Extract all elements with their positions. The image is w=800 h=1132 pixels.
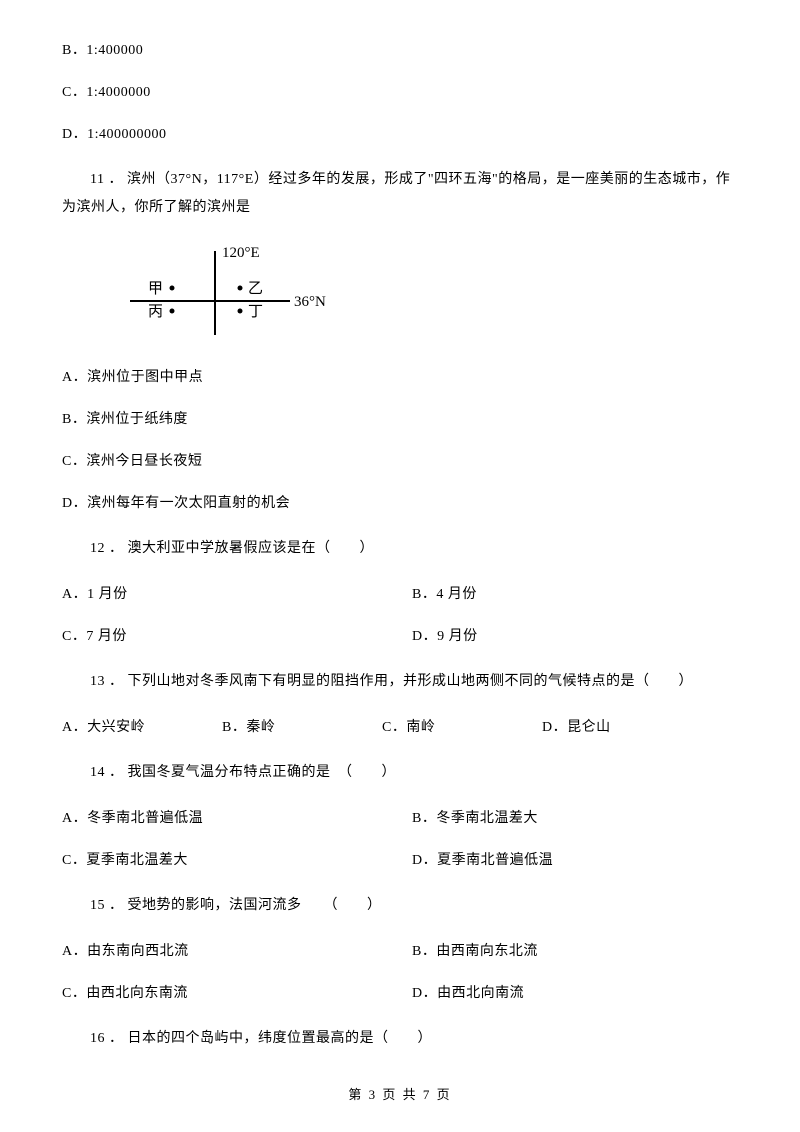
- q11-option-d[interactable]: D．滨州每年有一次太阳直射的机会: [62, 493, 738, 514]
- q14-option-b[interactable]: B．冬季南北温差大: [412, 808, 738, 829]
- page-footer: 第 3 页 共 7 页: [0, 1085, 800, 1105]
- q11-stem: 11 ． 滨州（37°N，117°E）经过多年的发展，形成了"四环五海"的格局，…: [62, 166, 738, 222]
- q10-option-d[interactable]: D．1:400000000: [62, 124, 738, 145]
- label-ding: 丁: [248, 304, 263, 320]
- q12-option-a[interactable]: A．1 月份: [62, 584, 412, 605]
- label-yi: 乙: [248, 281, 263, 297]
- q13-option-b[interactable]: B．秦岭: [222, 717, 382, 738]
- q14-option-a[interactable]: A．冬季南北普遍低温: [62, 808, 412, 829]
- q15-option-d[interactable]: D．由西北向南流: [412, 983, 738, 1004]
- q13-option-a[interactable]: A．大兴安岭: [62, 717, 222, 738]
- lon-label: 120°E: [222, 245, 260, 261]
- q14-option-c[interactable]: C．夏季南北温差大: [62, 850, 412, 871]
- q16-stem: 16 ． 日本的四个岛屿中，纬度位置最高的是（ ）: [62, 1025, 738, 1053]
- q11-option-b[interactable]: B．滨州位于纸纬度: [62, 409, 738, 430]
- q11-option-c[interactable]: C．滨州今日昼长夜短: [62, 451, 738, 472]
- q10-option-b[interactable]: B．1:400000: [62, 40, 738, 61]
- q14-option-d[interactable]: D．夏季南北普遍低温: [412, 850, 738, 871]
- q10-option-c[interactable]: C．1:4000000: [62, 82, 738, 103]
- q12-stem: 12 ． 澳大利亚中学放暑假应该是在（ ）: [62, 535, 738, 563]
- q11-diagram: 120°E 36°N 甲 丙 乙 丁: [120, 243, 738, 343]
- q15-option-a[interactable]: A．由东南向西北流: [62, 941, 412, 962]
- q12-option-b[interactable]: B．4 月份: [412, 584, 738, 605]
- q13-option-d[interactable]: D．昆仑山: [542, 717, 702, 738]
- q12-option-c[interactable]: C．7 月份: [62, 626, 412, 647]
- label-bing: 丙: [148, 304, 163, 320]
- q15-option-c[interactable]: C．由西北向东南流: [62, 983, 412, 1004]
- q12-option-d[interactable]: D．9 月份: [412, 626, 738, 647]
- q13-stem: 13 ． 下列山地对冬季风南下有明显的阻挡作用，并形成山地两侧不同的气候特点的是…: [62, 668, 738, 696]
- lat-label: 36°N: [294, 294, 326, 310]
- label-jia: 甲: [148, 281, 163, 297]
- q15-stem: 15 ． 受地势的影响，法国河流多 （ ）: [62, 892, 738, 920]
- q13-option-c[interactable]: C．南岭: [382, 717, 542, 738]
- q14-stem: 14 ． 我国冬夏气温分布特点正确的是 （ ）: [62, 759, 738, 787]
- q11-option-a[interactable]: A．滨州位于图中甲点: [62, 367, 738, 388]
- q15-option-b[interactable]: B．由西南向东北流: [412, 941, 738, 962]
